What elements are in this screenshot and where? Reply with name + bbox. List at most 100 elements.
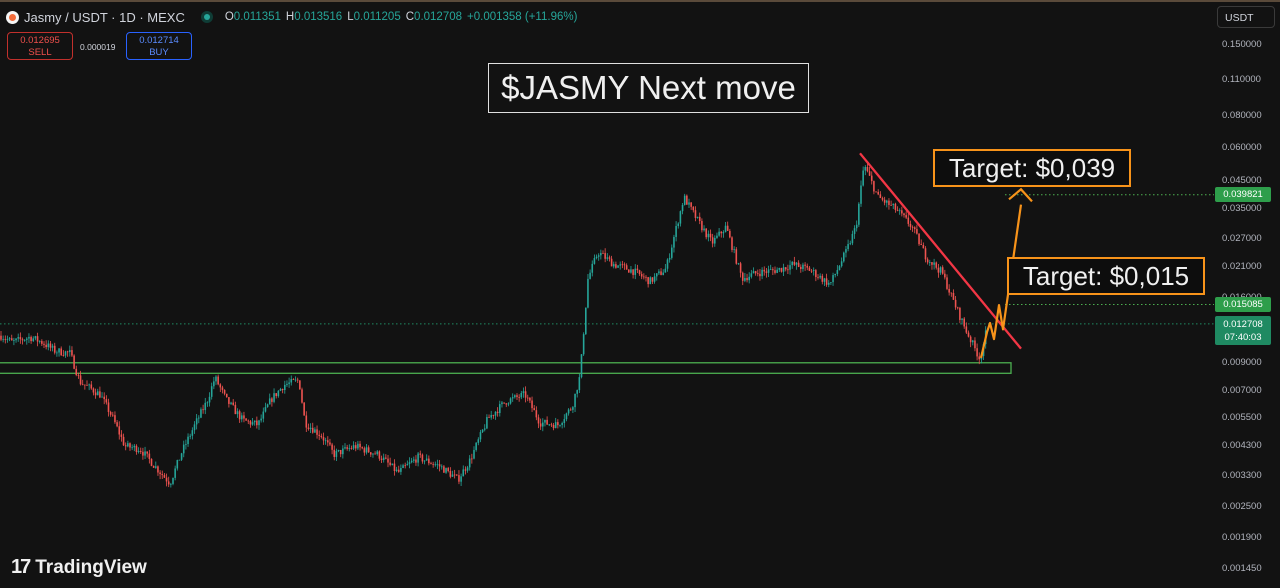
candle-body xyxy=(0,335,2,340)
candle-body xyxy=(333,449,336,457)
candle-body xyxy=(974,340,976,349)
candle-body xyxy=(716,235,718,238)
candle-body xyxy=(189,435,191,437)
candle-body xyxy=(32,338,35,342)
sell-button[interactable]: 0.012695 SELL xyxy=(7,32,73,60)
candle-body xyxy=(314,429,316,433)
candle-body xyxy=(739,263,742,273)
candle-body xyxy=(69,350,71,353)
candle-body xyxy=(815,270,817,278)
candle-body xyxy=(453,474,456,476)
candle-body xyxy=(157,466,159,473)
candle-body xyxy=(956,307,959,309)
candle-body xyxy=(509,398,512,404)
candle-body xyxy=(264,407,267,412)
candle-body xyxy=(567,409,570,414)
candle-body xyxy=(66,351,69,353)
candle-body xyxy=(636,268,639,271)
candle-body xyxy=(898,210,901,212)
candle-body xyxy=(174,468,176,478)
target-high-price-tag: 0.039821 xyxy=(1215,187,1271,202)
candle-body xyxy=(258,420,260,426)
candle-body xyxy=(640,274,643,277)
candle-body xyxy=(711,237,714,244)
y-tick-label: 0.035000 xyxy=(1222,203,1262,215)
candle-body xyxy=(99,391,101,398)
candle-body xyxy=(389,462,391,465)
candle-body xyxy=(582,334,585,355)
candle-body xyxy=(855,224,858,229)
candle-body xyxy=(243,415,245,419)
candle-body xyxy=(649,277,652,285)
candle-body xyxy=(185,444,187,445)
candle-body xyxy=(28,336,30,339)
candle-body xyxy=(359,443,361,448)
candle-body xyxy=(696,216,699,218)
candle-body xyxy=(731,237,733,250)
y-tick-label: 0.060000 xyxy=(1222,142,1262,154)
candle-body xyxy=(290,379,293,383)
candle-body xyxy=(668,257,671,260)
candle-body xyxy=(217,376,219,385)
candle-body xyxy=(501,402,503,405)
candle-body xyxy=(765,271,768,273)
candle-body xyxy=(45,344,47,348)
y-tick-label: 0.027000 xyxy=(1222,232,1262,244)
candle-body xyxy=(823,278,826,282)
candle-body xyxy=(342,448,344,455)
candle-body xyxy=(894,203,897,210)
candle-body xyxy=(546,419,548,425)
candle-body xyxy=(135,445,138,452)
candle-body xyxy=(245,418,247,421)
candle-body xyxy=(488,417,490,418)
candle-body xyxy=(161,474,164,476)
candle-body xyxy=(692,206,695,211)
candle-body xyxy=(187,436,189,445)
currency-select[interactable]: USDT xyxy=(1217,6,1275,28)
candle-body xyxy=(883,199,886,203)
candle-body xyxy=(638,270,641,275)
candle-body xyxy=(948,288,950,293)
candle-body xyxy=(204,402,207,411)
candle-body xyxy=(511,397,514,399)
candle-body xyxy=(840,261,843,267)
symbol-header: Jasmy / USDT · 1D · MEXC O0.011351 H0.01… xyxy=(6,8,577,26)
candle-body xyxy=(213,381,215,387)
current-price: 0.012708 xyxy=(1223,319,1263,330)
candle-body xyxy=(503,402,505,404)
candle-body xyxy=(559,425,561,426)
ohlc-low: L0.011205 xyxy=(347,11,401,23)
candle-body xyxy=(473,449,475,459)
buy-button[interactable]: 0.012714 BUY xyxy=(126,32,192,60)
candle-body xyxy=(395,469,398,472)
candle-body xyxy=(221,387,224,390)
candle-body xyxy=(86,385,88,386)
candle-body xyxy=(606,257,609,259)
symbol-title[interactable]: Jasmy / USDT · 1D · MEXC xyxy=(24,9,185,25)
candle-body xyxy=(920,244,922,245)
y-tick-label: 0.021000 xyxy=(1222,261,1262,273)
candle-body xyxy=(784,267,787,270)
sell-label: SELL xyxy=(28,47,52,58)
candle-body xyxy=(944,273,946,278)
candle-body xyxy=(950,292,953,294)
candle-body xyxy=(159,472,161,475)
candle-body xyxy=(471,458,473,460)
candle-body xyxy=(241,415,243,420)
candle-body xyxy=(864,166,867,171)
candle-body xyxy=(735,249,738,264)
candle-body xyxy=(167,481,170,485)
candle-body xyxy=(675,226,677,237)
buy-price: 0.012714 xyxy=(139,35,179,46)
candle-body xyxy=(228,397,230,404)
candle-body xyxy=(967,332,970,337)
candle-body xyxy=(268,398,271,405)
candle-body xyxy=(703,228,705,231)
candle-body xyxy=(941,267,944,274)
candle-body xyxy=(6,339,9,340)
candle-body xyxy=(462,469,465,477)
tradingview-logo[interactable]: 17 TradingView xyxy=(11,556,147,579)
candle-body xyxy=(905,215,907,218)
candle-body xyxy=(520,392,523,398)
